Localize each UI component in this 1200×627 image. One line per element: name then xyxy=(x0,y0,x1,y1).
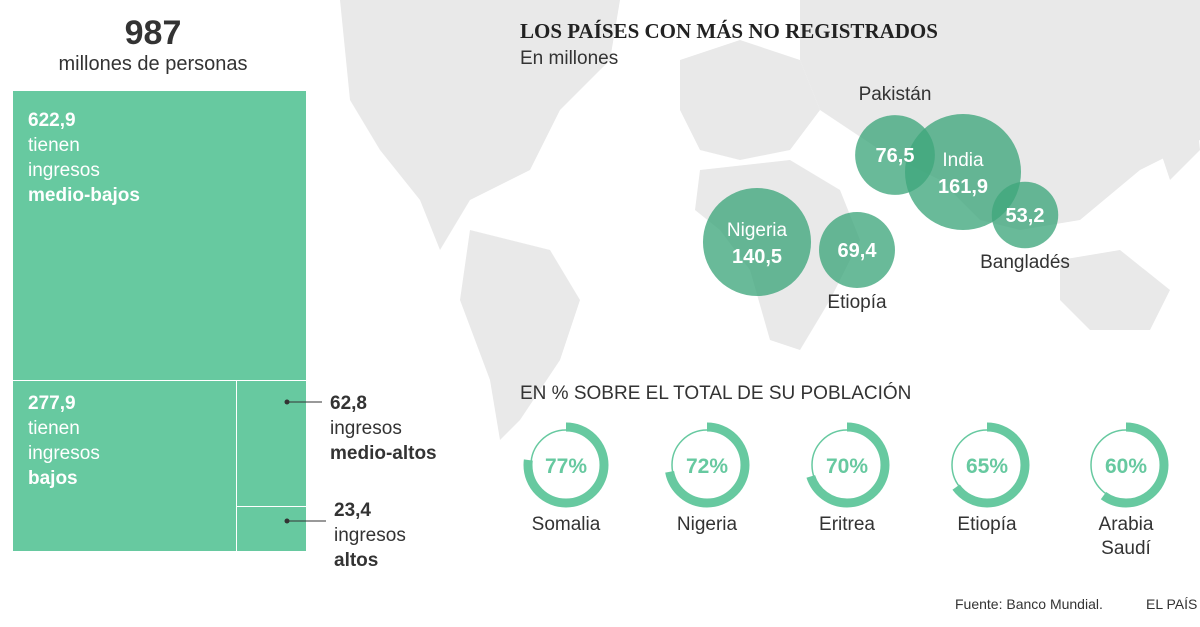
bubble-value-label: 76,5 xyxy=(876,145,915,167)
source: Fuente: Banco Mundial. xyxy=(955,596,1103,612)
brand: EL PAÍS xyxy=(1146,596,1198,612)
bubble-value-label: 140,5 xyxy=(732,246,782,268)
value: 62,8 xyxy=(330,393,367,414)
treemap-leaders xyxy=(284,399,326,524)
donut-country-label: Eritrea xyxy=(819,514,875,535)
treemap-label-medio-altos: 62,8 ingresos medio-altos xyxy=(330,391,437,466)
bubble-banglades xyxy=(991,181,1059,249)
donut-arc xyxy=(944,422,1030,508)
donut-eritrea: 70% Eritrea xyxy=(804,422,890,535)
donut-country-label: Nigeria xyxy=(677,514,738,535)
bubble-india xyxy=(905,114,1021,230)
value: 622,9 xyxy=(28,110,76,131)
treemap-medio-bajos xyxy=(12,90,307,381)
line1: tienen xyxy=(28,418,80,439)
line2: ingresos xyxy=(334,525,406,546)
line2: ingresos xyxy=(330,418,402,439)
donut-country-label: Etiopía xyxy=(957,514,1017,535)
bubble-value-label: 69,4 xyxy=(838,240,878,262)
category: medio-altos xyxy=(330,443,437,464)
donut-value-label: 65% xyxy=(966,455,1008,478)
line1: tienen xyxy=(28,135,80,156)
total-label: millones de personas xyxy=(58,53,248,75)
bubble-nigeria xyxy=(702,187,812,297)
pct-title: EN % SOBRE EL TOTAL DE SU POBLACIÓN xyxy=(520,383,912,404)
bubble-country-label: Etiopía xyxy=(827,292,887,313)
bubble-etiopia xyxy=(819,212,895,288)
treemap-bajos xyxy=(12,380,237,552)
donut-country-label: Arabia xyxy=(1099,514,1154,535)
line2: ingresos xyxy=(28,160,100,181)
treemap-altos xyxy=(236,506,307,552)
value: 23,4 xyxy=(334,500,371,521)
donut-country-label: Saudí xyxy=(1101,538,1151,559)
value: 277,9 xyxy=(28,393,76,414)
donut-value-label: 77% xyxy=(545,455,587,478)
treemap-label-medio-bajos: 622,9 tienen ingresos medio-bajos xyxy=(28,108,140,208)
donut-arabia-saud-: 60% Arabia Saudí xyxy=(1083,422,1169,559)
donut-value-label: 60% xyxy=(1105,455,1147,478)
line2: ingresos xyxy=(28,443,100,464)
category: bajos xyxy=(28,468,78,489)
donut-etiop-a: 65% Etiopía xyxy=(944,422,1030,535)
donut-country-label: Somalia xyxy=(532,514,601,535)
donut-value-label: 70% xyxy=(826,455,868,478)
bubble-pakistan xyxy=(855,115,935,195)
bubble-country-label: India xyxy=(942,150,984,171)
donut-arc xyxy=(664,422,750,508)
donut-value-label: 72% xyxy=(686,455,728,478)
bubble-country-label: Nigeria xyxy=(727,220,788,241)
map-subtitle: En millones xyxy=(520,48,619,69)
bubble-value-label: 53,2 xyxy=(1006,205,1045,227)
donut-arc xyxy=(804,422,890,508)
total-value: 987 xyxy=(124,14,182,52)
treemap-label-altos: 23,4 ingresos altos xyxy=(334,498,406,573)
map-title: LOS PAÍSES CON MÁS NO REGISTRADOS xyxy=(520,19,938,43)
category: medio-bajos xyxy=(28,185,140,206)
bubble-country-label: Bangladés xyxy=(980,252,1070,273)
category: altos xyxy=(334,550,379,571)
donut-arc xyxy=(1083,422,1169,508)
donut-arc xyxy=(523,422,609,508)
bubble-value-label: 161,9 xyxy=(938,176,988,198)
bubble-country-label: Pakistán xyxy=(859,84,932,105)
donut-nigeria: 72% Nigeria xyxy=(664,422,750,535)
treemap-label-bajos: 277,9 tienen ingresos bajos xyxy=(28,391,100,491)
donut-somalia: 77% Somalia xyxy=(523,422,609,535)
